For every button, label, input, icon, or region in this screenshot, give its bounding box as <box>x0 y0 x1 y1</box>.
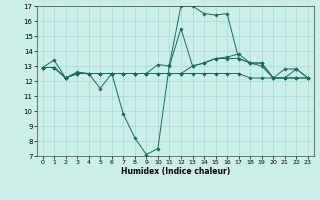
X-axis label: Humidex (Indice chaleur): Humidex (Indice chaleur) <box>121 167 230 176</box>
